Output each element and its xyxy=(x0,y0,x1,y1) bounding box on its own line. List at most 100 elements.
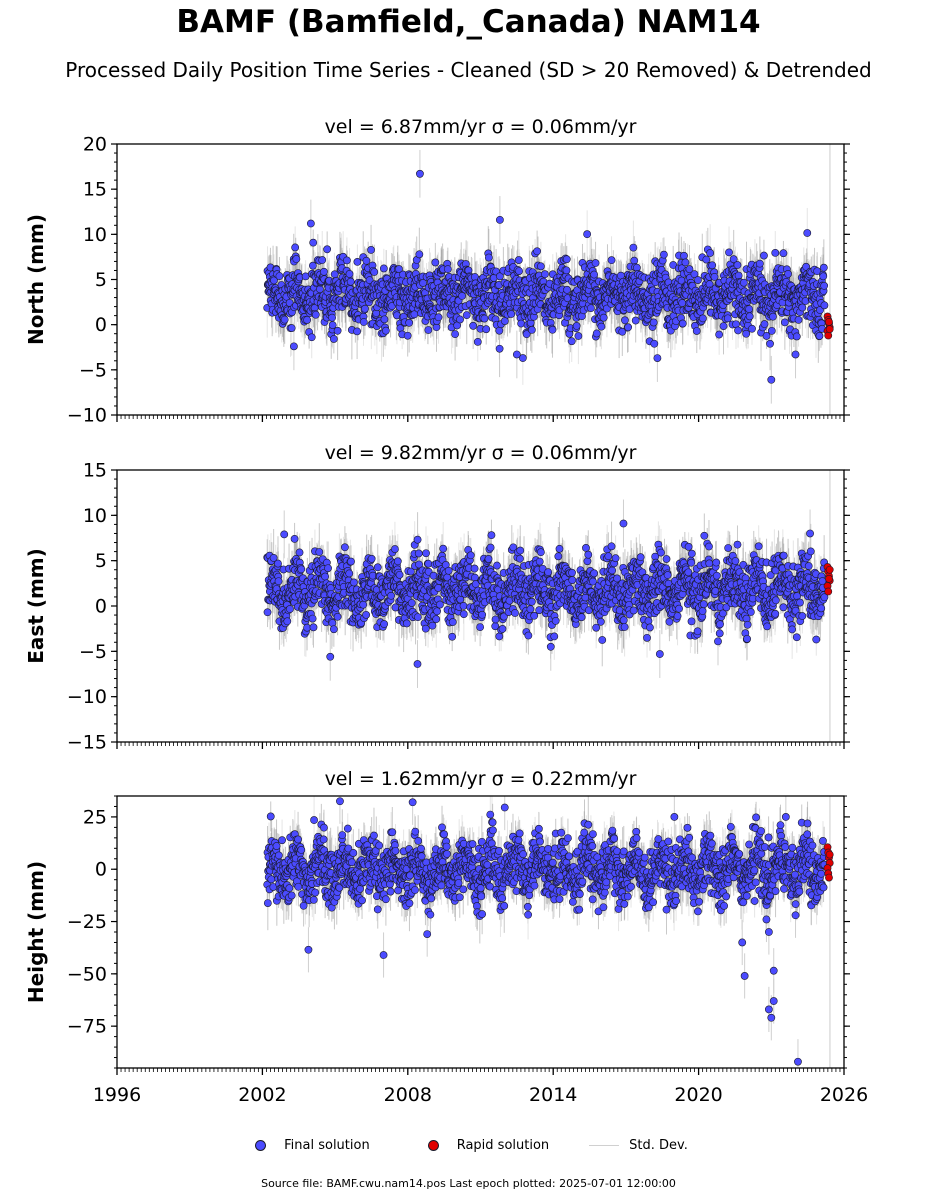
final-point xyxy=(715,330,724,339)
final-point xyxy=(359,318,368,326)
panel-title: vel = 9.82mm/yr σ = 0.06mm/yr xyxy=(325,442,637,464)
final-point xyxy=(678,319,687,328)
final-point xyxy=(380,315,389,324)
final-point xyxy=(365,276,374,285)
final-point xyxy=(419,279,428,287)
y-tick-label: 10 xyxy=(83,224,107,246)
final-point xyxy=(536,262,545,271)
final-point xyxy=(591,259,600,267)
final-point xyxy=(733,261,742,269)
final-point xyxy=(329,335,338,343)
final-point xyxy=(820,301,829,310)
final-point xyxy=(791,350,800,359)
final-point xyxy=(415,250,424,259)
y-tick-label: −10 xyxy=(67,405,107,427)
final-point xyxy=(820,281,829,290)
final-point xyxy=(333,326,342,335)
final-point xyxy=(784,270,792,278)
final-point xyxy=(629,243,638,252)
final-point xyxy=(742,329,751,338)
final-point xyxy=(624,323,633,332)
final-point xyxy=(495,215,504,224)
final-point xyxy=(370,268,379,276)
final-point xyxy=(462,311,471,320)
final-point xyxy=(771,248,780,257)
final-point xyxy=(760,320,769,328)
final-point xyxy=(630,256,639,265)
final-point xyxy=(527,325,536,334)
final-point xyxy=(280,315,289,324)
final-point xyxy=(815,332,824,340)
final-point xyxy=(723,314,732,323)
final-point xyxy=(694,276,702,284)
final-point xyxy=(755,259,764,268)
final-point xyxy=(287,324,296,332)
rapid-points xyxy=(823,312,834,340)
final-point xyxy=(767,375,776,384)
final-point xyxy=(353,258,362,266)
final-point xyxy=(698,314,707,323)
final-point xyxy=(739,278,748,287)
final-point xyxy=(495,272,504,281)
final-point xyxy=(303,316,311,324)
final-point xyxy=(318,256,327,264)
final-point xyxy=(456,315,464,324)
final-point xyxy=(794,315,803,324)
final-point xyxy=(710,272,719,281)
final-point xyxy=(290,342,298,351)
final-point xyxy=(548,325,557,334)
final-point xyxy=(275,272,284,281)
final-point xyxy=(621,316,629,325)
final-point xyxy=(309,238,318,247)
final-point xyxy=(587,304,595,313)
final-point xyxy=(515,267,523,275)
final-point xyxy=(734,326,742,335)
y-tick-label: 20 xyxy=(83,134,107,156)
final-point xyxy=(719,322,728,330)
final-point xyxy=(311,310,320,319)
rapid-point xyxy=(825,318,833,326)
final-point xyxy=(353,327,362,336)
final-point xyxy=(379,264,388,273)
final-point xyxy=(507,310,516,318)
final-point xyxy=(659,250,668,259)
final-point xyxy=(367,246,375,254)
final-point xyxy=(680,251,688,260)
main-title: BAMF (Bamfield,_Canada) NAM14 xyxy=(176,4,761,40)
y-axis-label: East (mm) xyxy=(24,548,48,664)
y-tick-label: −5 xyxy=(79,359,107,381)
y-tick-label: 15 xyxy=(83,179,107,201)
final-point xyxy=(522,330,531,339)
final-point xyxy=(328,321,337,329)
final-point xyxy=(451,330,460,339)
final-point xyxy=(381,326,390,335)
final-point xyxy=(792,332,801,341)
final-point xyxy=(567,337,576,346)
final-point xyxy=(307,333,316,342)
final-point xyxy=(362,256,371,265)
final-point xyxy=(533,247,542,256)
final-point xyxy=(780,318,789,327)
final-point xyxy=(346,277,355,286)
final-point xyxy=(434,313,443,322)
final-point xyxy=(345,270,354,278)
final-point xyxy=(500,317,509,325)
final-point xyxy=(495,326,504,335)
final-point xyxy=(416,169,424,178)
final-point xyxy=(618,327,627,336)
final-point xyxy=(649,318,658,327)
final-point xyxy=(745,305,754,313)
final-point xyxy=(592,329,601,338)
final-point xyxy=(518,354,527,362)
final-point xyxy=(292,255,301,263)
final-point xyxy=(690,270,699,279)
final-point xyxy=(395,265,403,273)
final-point xyxy=(762,332,771,340)
final-point xyxy=(803,229,812,237)
y-tick-label: 0 xyxy=(95,314,107,336)
rapid-point xyxy=(824,331,833,340)
final-point xyxy=(734,271,743,280)
final-point xyxy=(779,249,788,258)
